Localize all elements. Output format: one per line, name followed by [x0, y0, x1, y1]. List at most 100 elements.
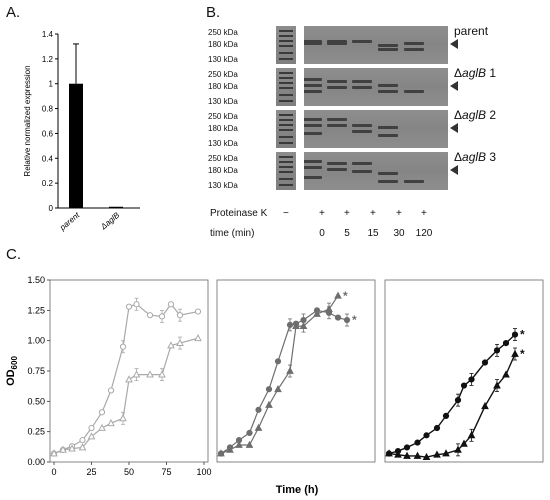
y-tick-label: 0.8: [42, 105, 54, 114]
time-value: 5: [344, 228, 350, 239]
protein-band: [327, 42, 347, 45]
protein-band: [327, 86, 347, 89]
proteinase-label: Proteinase K: [210, 208, 268, 219]
strain-prefix: Δ: [454, 150, 463, 164]
protein-band: [378, 134, 398, 137]
protein-band: [352, 40, 372, 43]
data-point-triangle: [493, 381, 501, 389]
data-point-triangle: [433, 450, 441, 458]
data-point-triangle: [502, 370, 510, 378]
data-point-circle: [481, 359, 489, 366]
ladder-band: [279, 156, 293, 158]
data-point-circle: [511, 331, 519, 338]
data-point-triangle: [254, 423, 263, 431]
mw-label: 130 kDa: [208, 139, 238, 148]
data-point-triangle: [78, 443, 87, 451]
mw-label: 130 kDa: [208, 181, 238, 190]
ladder-band: [279, 52, 293, 54]
y-axis-label: Relative normalized expression: [23, 65, 32, 176]
sample-blot: [304, 68, 448, 106]
data-point-triangle: [511, 349, 519, 357]
data-point-circle: [460, 382, 468, 389]
data-point-triangle: [98, 423, 106, 431]
y-tick-label: 0.50: [27, 396, 45, 406]
proteinase-value: −: [283, 208, 289, 219]
ladder-band: [279, 77, 293, 79]
mw-label: 130 kDa: [208, 55, 238, 64]
significance-asterisk: *: [343, 289, 348, 303]
data-point-circle: [403, 444, 411, 451]
ladder-lane: [276, 152, 296, 190]
data-point-triangle: [119, 414, 127, 422]
data-point-triangle: [68, 444, 76, 452]
data-point-circle: [176, 312, 184, 319]
strain-suffix: 2: [486, 108, 497, 122]
y-tick-label: 0: [49, 204, 54, 213]
y-tick-label: 1.2: [42, 55, 54, 64]
data-point-circle: [255, 406, 262, 413]
time-value: 15: [367, 228, 379, 239]
strain-prefix: Δ: [454, 66, 463, 80]
y-axis-label-subscript: 600: [10, 356, 19, 370]
data-point-circle: [423, 432, 430, 439]
series-line: [53, 337, 199, 455]
time-label: time (min): [210, 228, 255, 239]
y-tick-label: 1.4: [42, 30, 54, 39]
protein-band: [378, 90, 398, 93]
sample-blot: [304, 110, 448, 148]
data-point-triangle: [403, 451, 411, 459]
data-point-triangle: [334, 291, 342, 299]
data-point-circle: [107, 387, 115, 394]
y-axis-label: OD600: [5, 356, 19, 386]
mw-label: 180 kDa: [208, 166, 238, 175]
ladder-band: [279, 124, 293, 126]
data-point-circle: [433, 424, 441, 432]
ladder-lane: [276, 110, 296, 148]
x-tick-label: 50: [124, 467, 134, 477]
mw-label: 180 kDa: [208, 124, 238, 133]
ladder-lane: [276, 68, 296, 106]
protein-band: [378, 84, 398, 87]
data-point-triangle: [245, 440, 254, 448]
data-point-circle: [146, 312, 154, 319]
data-point-circle: [133, 301, 140, 308]
data-point-circle: [88, 424, 95, 432]
mw-label: 180 kDa: [208, 40, 238, 49]
data-point-triangle: [460, 439, 468, 447]
arrowhead-marker: [450, 123, 458, 133]
panel-a-bar-chart: 0 0.2 0.4 0.6 0.8 1 1.2 1.4 Relative normalized …: [23, 30, 140, 233]
y-tick-label: 1.25: [27, 305, 45, 315]
ladder-band: [279, 45, 293, 47]
ladder-band: [279, 114, 293, 116]
protein-band: [352, 124, 372, 127]
plot-frame: [216, 279, 376, 463]
data-point-circle: [158, 313, 166, 320]
data-point-circle: [98, 409, 106, 416]
protein-band: [304, 90, 322, 93]
y-axis-label-main: OD: [5, 369, 17, 386]
sample-blot: [304, 152, 448, 190]
plot-frame: [384, 279, 544, 463]
proteinase-value: +: [370, 208, 376, 219]
x-tick-label: 75: [161, 467, 171, 477]
protein-band: [378, 126, 398, 129]
data-point-triangle: [50, 449, 58, 457]
data-point-circle: [274, 358, 282, 365]
ladder-band: [279, 72, 293, 74]
y-tick-label: 0.00: [27, 457, 45, 467]
strain-gene: aglB: [462, 150, 487, 164]
data-point-triangle: [299, 321, 308, 330]
time-value: 30: [393, 228, 405, 239]
strain-label: ΔaglB 2: [454, 108, 496, 122]
protein-band: [327, 168, 347, 171]
data-point-circle: [286, 321, 294, 328]
ladder-band: [279, 166, 293, 168]
x-tick-label: 0: [51, 467, 56, 477]
strain-label: ΔaglB 3: [454, 150, 496, 164]
y-tick-label: 0.4: [42, 154, 54, 163]
y-tick-label: 1: [49, 80, 54, 89]
protein-band: [304, 42, 322, 45]
mw-label: 130 kDa: [208, 97, 238, 106]
data-point-circle: [334, 314, 342, 321]
mw-label: 250 kDa: [208, 112, 238, 121]
